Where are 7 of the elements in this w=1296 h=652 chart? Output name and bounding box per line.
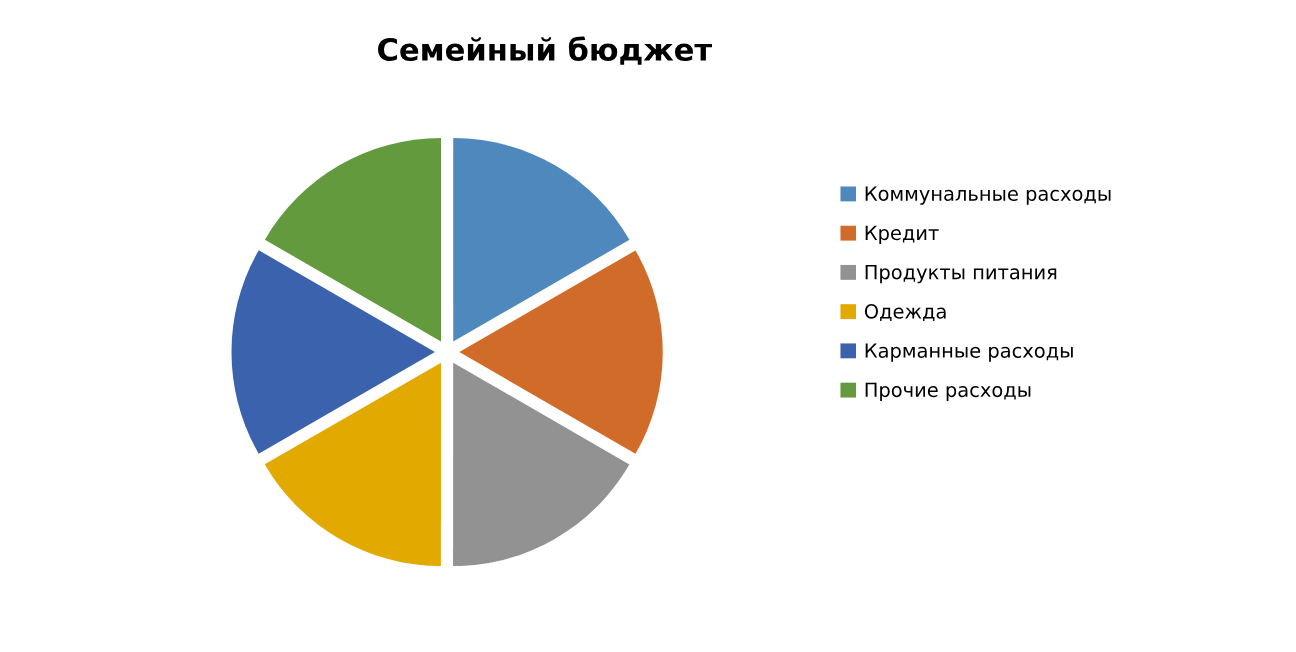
legend-label: Карманные расходы	[865, 343, 1073, 362]
chart-title: Семейный бюджет	[378, 36, 712, 65]
legend-label: Продукты питания	[865, 264, 1057, 284]
legend-label: Коммунальные расходы	[865, 186, 1111, 205]
legend-label: Прочие расходы	[865, 382, 1031, 401]
legend-label: Одежда	[864, 303, 946, 322]
legend-label: Кредит	[865, 225, 939, 244]
